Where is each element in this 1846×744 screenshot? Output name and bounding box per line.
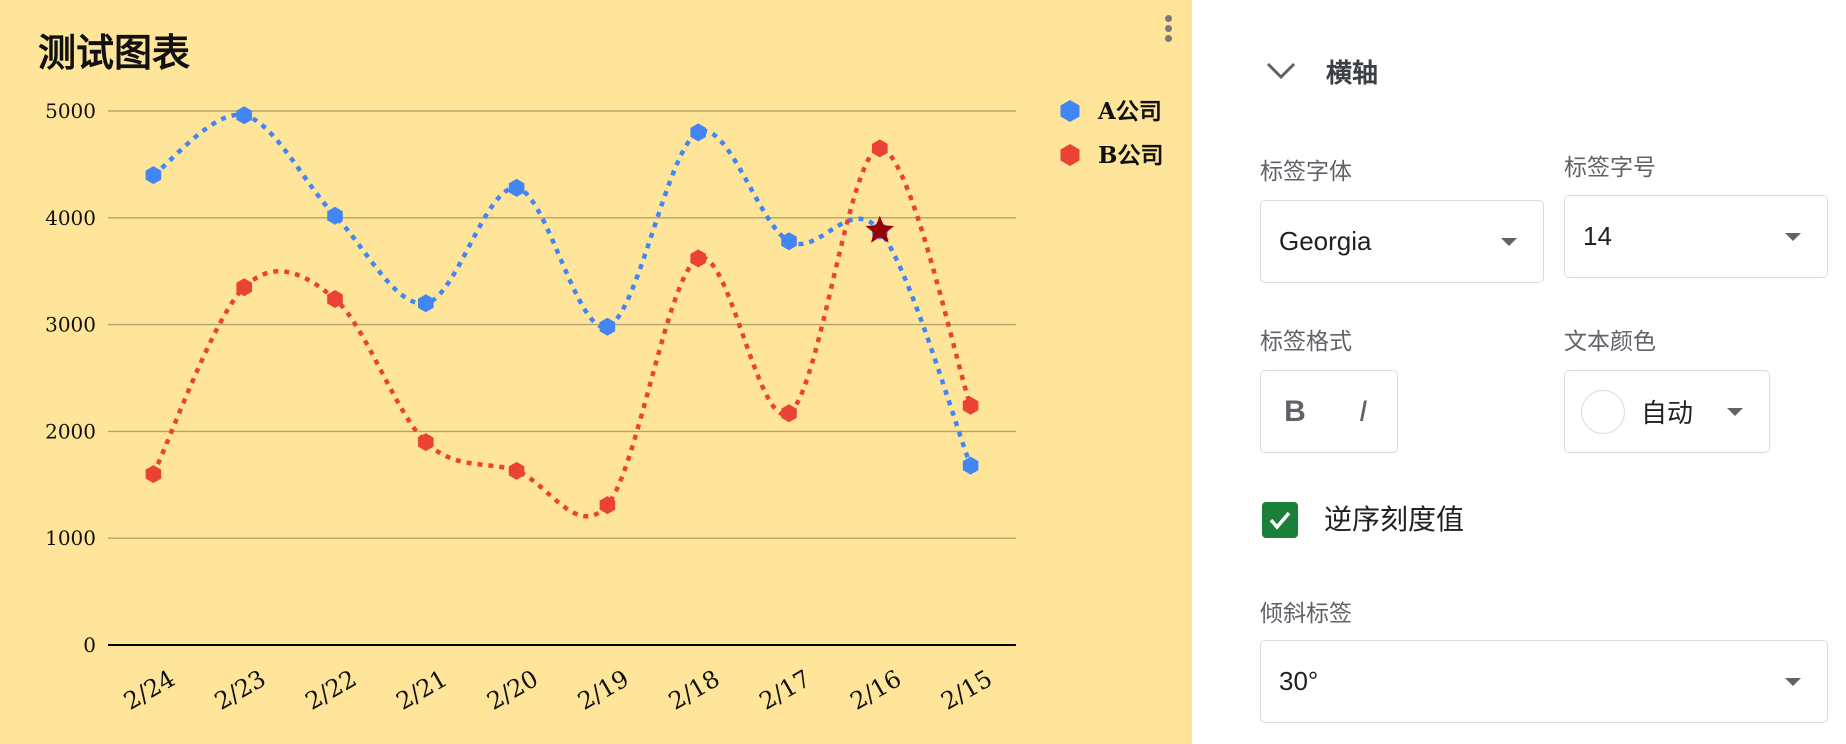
text-color-label: 文本颜色 <box>1564 328 1656 354</box>
line-chart[interactable]: 测试图表 0 1000 2000 3000 4000 5000 2/24 2/23 2/22 2/2… <box>0 0 1192 744</box>
chart-editor-panel: 横轴 标签字体 Georgia 标签字号 14 标签格式 B I 文本颜色 自动… <box>1192 0 1846 744</box>
y-tick-label: 0 <box>83 633 96 657</box>
legend-marker <box>1060 100 1080 122</box>
text-color-select[interactable]: 自动 <box>1564 370 1770 453</box>
data-point <box>327 206 343 225</box>
y-tick-label: 4000 <box>45 206 96 230</box>
label-format-group: B I <box>1260 370 1398 453</box>
dropdown-arrow-icon <box>1785 677 1801 686</box>
reverse-order-label: 逆序刻度值 <box>1324 504 1465 535</box>
label-size-label: 标签字号 <box>1564 154 1656 180</box>
data-point <box>508 461 525 480</box>
star-marker <box>865 215 895 243</box>
series-line-0 <box>152 112 973 467</box>
chart-area: 测试图表 0 1000 2000 3000 4000 5000 2/24 2/23 2/22 2/2… <box>0 0 1192 744</box>
dropdown-arrow-icon <box>1727 407 1743 416</box>
data-point <box>418 294 434 313</box>
checkmark-icon <box>1269 511 1291 530</box>
italic-button[interactable]: I <box>1358 394 1368 428</box>
data-point <box>418 433 434 452</box>
data-point <box>236 278 252 297</box>
label-font-select[interactable]: Georgia <box>1260 200 1544 283</box>
slant-label: 倾斜标签 <box>1260 600 1352 626</box>
text-color-value: 自动 <box>1641 398 1694 428</box>
label-font-value: Georgia <box>1279 226 1372 256</box>
y-tick-label: 5000 <box>45 99 96 123</box>
y-tick-label: 1000 <box>45 526 96 550</box>
section-title: 横轴 <box>1326 57 1379 88</box>
legend-marker <box>1060 144 1080 166</box>
dropdown-arrow-icon <box>1501 237 1517 246</box>
x-tick-label: 2/23 <box>210 664 271 715</box>
dropdown-arrow-icon <box>1785 232 1801 241</box>
x-tick-label: 2/22 <box>301 664 362 715</box>
legend-label: A公司 <box>1097 98 1162 125</box>
x-tick-label: 2/24 <box>119 664 180 715</box>
data-point <box>690 249 706 268</box>
x-tick-label: 2/15 <box>936 664 997 715</box>
x-tick-label: 2/17 <box>755 664 816 715</box>
data-point <box>781 232 797 251</box>
chart-title: 测试图表 <box>38 31 190 75</box>
more-vert-icon[interactable] <box>1160 12 1176 52</box>
data-point <box>145 166 162 185</box>
label-size-value: 14 <box>1583 221 1612 251</box>
data-point <box>327 290 343 308</box>
legend-label: B公司 <box>1098 142 1163 169</box>
y-tick-label: 2000 <box>45 419 96 443</box>
data-point <box>962 396 979 415</box>
bold-button[interactable]: B <box>1284 394 1306 428</box>
data-point <box>599 496 616 515</box>
data-point <box>690 123 706 142</box>
label-format-label: 标签格式 <box>1260 328 1352 354</box>
data-point <box>145 465 162 484</box>
color-swatch <box>1581 389 1625 434</box>
data-point <box>962 456 979 475</box>
label-font-label: 标签字体 <box>1260 158 1352 184</box>
reverse-order-checkbox[interactable] <box>1262 502 1298 538</box>
slant-labels-select[interactable]: 30° <box>1260 640 1828 723</box>
x-tick-label: 2/16 <box>845 664 906 715</box>
slant-value: 30° <box>1279 666 1319 696</box>
data-point <box>872 139 888 158</box>
y-tick-label: 3000 <box>45 313 96 337</box>
data-point <box>236 106 252 125</box>
series-line-1 <box>151 146 973 519</box>
x-tick-label: 2/19 <box>573 664 634 715</box>
data-point <box>781 404 797 423</box>
horizontal-axis-section-header[interactable]: 横轴 <box>1262 52 1378 90</box>
x-tick-label: 2/18 <box>664 664 725 715</box>
chevron-down-icon <box>1266 62 1296 80</box>
data-point <box>599 317 616 336</box>
x-tick-label: 2/20 <box>482 664 543 715</box>
label-size-select[interactable]: 14 <box>1564 195 1828 278</box>
data-point <box>508 178 525 197</box>
x-tick-label: 2/21 <box>391 664 452 715</box>
